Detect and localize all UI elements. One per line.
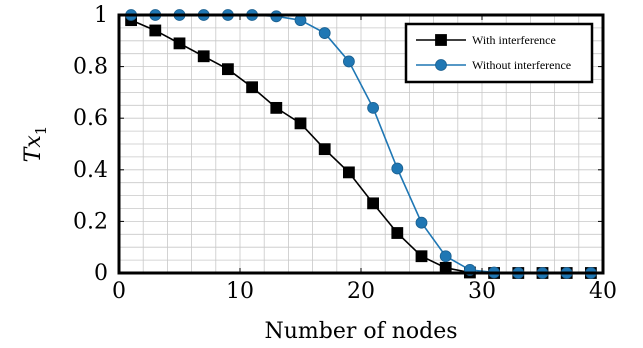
legend: With interference Without interference xyxy=(404,22,594,84)
x-tick-label: 30 xyxy=(468,279,496,304)
data-point-square xyxy=(173,37,186,50)
data-point-circle xyxy=(415,216,428,229)
data-point-square xyxy=(270,101,283,114)
data-point-circle xyxy=(367,101,380,114)
data-point-square xyxy=(246,81,259,94)
legend-label: Without interference xyxy=(472,58,571,72)
data-point-circle xyxy=(435,59,447,71)
data-point-square xyxy=(367,197,380,210)
x-tick-label: 20 xyxy=(347,279,375,304)
legend-item: Without interference xyxy=(416,58,571,72)
data-point-square xyxy=(294,117,307,130)
data-point-square xyxy=(391,227,404,239)
y-axis-title-subscript: 1 xyxy=(32,126,50,136)
data-point-circle xyxy=(391,162,404,175)
y-axis-title-base: Tx xyxy=(21,135,46,163)
y-tick-label: 0.6 xyxy=(73,106,108,131)
y-tick-label: 0.8 xyxy=(73,55,108,80)
y-tick-label: 1 xyxy=(94,3,108,28)
legend-item: With interference xyxy=(416,33,556,47)
x-axis-title: Number of nodes xyxy=(264,319,457,344)
y-axis-title: Tx1 xyxy=(21,126,50,163)
data-point-square xyxy=(197,50,210,63)
legend-box xyxy=(404,22,594,84)
x-tick-label: 0 xyxy=(112,279,126,304)
axis-ticks: 0 10 20 30 40 0 0.2 0.4 0.6 0.8 1 xyxy=(73,3,617,304)
data-point-square xyxy=(435,34,447,46)
y-tick-label: 0.4 xyxy=(73,158,108,183)
y-tick-label: 0 xyxy=(94,261,108,286)
legend-label: With interference xyxy=(472,33,556,47)
data-point-circle xyxy=(342,55,355,68)
y-tick-label: 0.2 xyxy=(73,209,108,234)
data-point-circle xyxy=(318,27,331,39)
data-point-square xyxy=(318,143,331,156)
data-point-circle xyxy=(439,250,452,263)
data-point-square xyxy=(342,166,355,179)
data-point-square xyxy=(149,24,162,37)
data-point-square xyxy=(415,250,428,263)
data-point-square xyxy=(221,63,234,76)
x-tick-label: 40 xyxy=(589,279,617,304)
x-tick-label: 10 xyxy=(226,279,254,304)
